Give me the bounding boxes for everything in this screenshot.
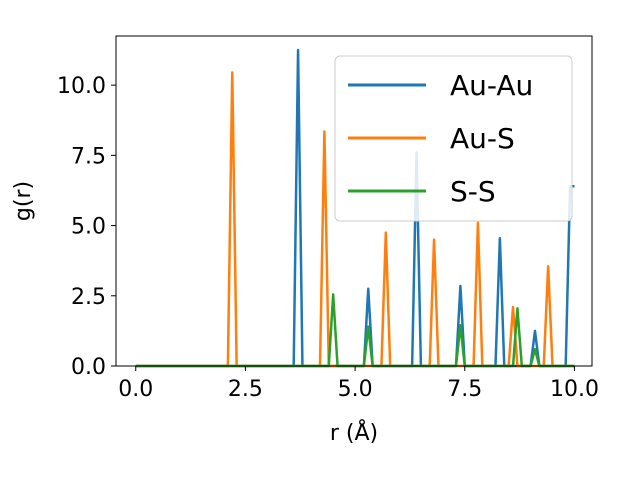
legend-label-au-s: Au-S (450, 122, 515, 155)
y-tick-label: 0.0 (71, 355, 106, 380)
legend-label-s-s: S-S (450, 175, 496, 208)
y-tick-label: 10.0 (57, 74, 106, 99)
x-tick-label: 2.5 (228, 377, 263, 402)
x-axis-label: r (Å) (330, 419, 378, 446)
legend-label-au-au: Au-Au (450, 69, 533, 102)
series-line-s-s (135, 293, 575, 368)
y-tick-label: 2.5 (71, 285, 106, 310)
axes-frame (115, 35, 593, 367)
y-tick-label: 5.0 (71, 215, 106, 240)
ticks-layer: 0.0 2.5 5.0 7.5 10.0 0.0 2.5 5.0 7.5 10.0 (57, 74, 599, 402)
legend-box (334, 55, 573, 222)
x-tick-label: 0.0 (118, 377, 153, 402)
x-tick-label: 7.5 (447, 377, 482, 402)
legend: Au-Au Au-S S-S (334, 55, 573, 222)
y-tick-label: 7.5 (71, 144, 106, 169)
x-tick-label: 10.0 (550, 377, 599, 402)
y-axis-label: g(r) (11, 181, 36, 221)
x-tick-label: 5.0 (338, 377, 373, 402)
